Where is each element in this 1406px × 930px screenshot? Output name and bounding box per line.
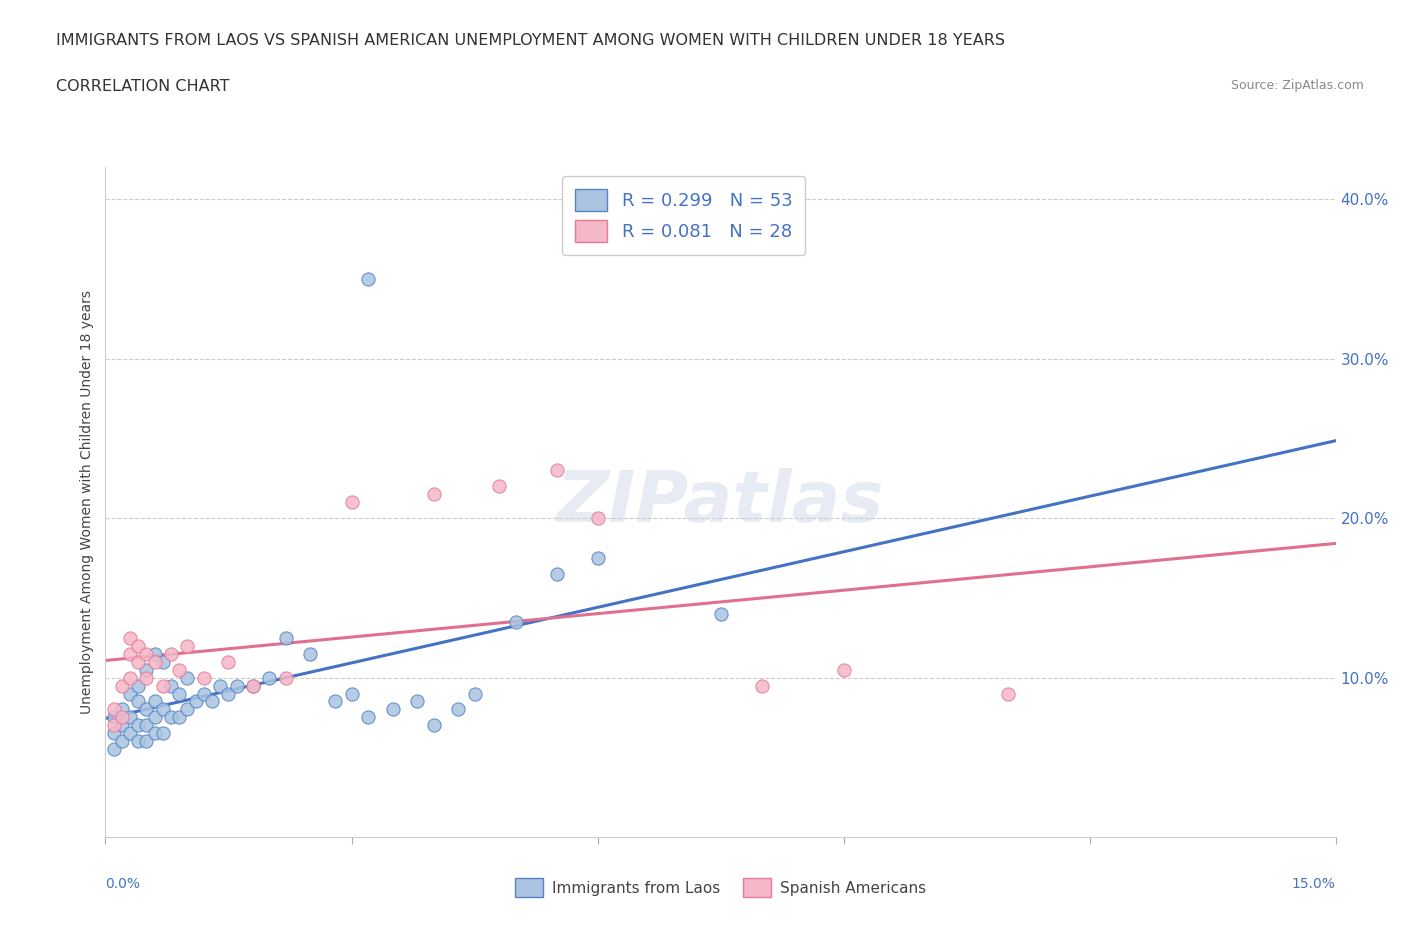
Y-axis label: Unemployment Among Women with Children Under 18 years: Unemployment Among Women with Children U…: [80, 290, 94, 714]
Point: [143, 710, 166, 724]
Point: [169, 662, 191, 677]
Point: [422, 486, 444, 501]
Text: 0.0%: 0.0%: [105, 877, 141, 891]
Point: [357, 710, 380, 724]
Point: [160, 710, 183, 724]
Point: [111, 734, 134, 749]
Point: [152, 726, 174, 741]
Point: [127, 734, 149, 749]
Point: [135, 734, 157, 749]
Point: [152, 654, 174, 669]
Point: [274, 631, 297, 645]
Text: CORRELATION CHART: CORRELATION CHART: [56, 79, 229, 94]
Point: [103, 718, 125, 733]
Point: [546, 566, 568, 581]
Point: [447, 702, 470, 717]
Point: [120, 646, 141, 661]
Point: [135, 702, 157, 717]
Legend: Immigrants from Laos, Spanish Americans: Immigrants from Laos, Spanish Americans: [509, 872, 932, 903]
Point: [160, 678, 183, 693]
Point: [103, 726, 125, 741]
Point: [160, 646, 183, 661]
Point: [143, 654, 166, 669]
Point: [103, 742, 125, 757]
Point: [225, 678, 247, 693]
Point: [111, 710, 134, 724]
Point: [406, 694, 429, 709]
Point: [340, 495, 363, 510]
Point: [381, 702, 404, 717]
Point: [218, 686, 240, 701]
Text: 15.0%: 15.0%: [1292, 877, 1336, 891]
Point: [242, 678, 264, 693]
Point: [120, 631, 141, 645]
Point: [218, 654, 240, 669]
Point: [127, 694, 149, 709]
Point: [357, 272, 380, 286]
Point: [464, 686, 486, 701]
Point: [176, 702, 198, 717]
Point: [111, 702, 134, 717]
Point: [143, 726, 166, 741]
Point: [111, 678, 134, 693]
Point: [193, 671, 215, 685]
Point: [176, 638, 198, 653]
Point: [120, 671, 141, 685]
Point: [135, 671, 157, 685]
Point: [710, 606, 733, 621]
Text: IMMIGRANTS FROM LAOS VS SPANISH AMERICAN UNEMPLOYMENT AMONG WOMEN WITH CHILDREN : IMMIGRANTS FROM LAOS VS SPANISH AMERICAN…: [56, 33, 1005, 47]
Text: ZIPatlas: ZIPatlas: [557, 468, 884, 537]
Point: [193, 686, 215, 701]
Point: [169, 710, 191, 724]
Point: [340, 686, 363, 701]
Point: [997, 686, 1019, 701]
Point: [586, 551, 609, 565]
Point: [299, 646, 322, 661]
Point: [111, 718, 134, 733]
Point: [488, 479, 510, 494]
Point: [832, 662, 855, 677]
Point: [127, 678, 149, 693]
Point: [586, 511, 609, 525]
Point: [169, 686, 191, 701]
Point: [176, 671, 198, 685]
Point: [135, 718, 157, 733]
Point: [127, 654, 149, 669]
Text: Source: ZipAtlas.com: Source: ZipAtlas.com: [1230, 79, 1364, 92]
Point: [422, 718, 444, 733]
Point: [143, 646, 166, 661]
Point: [546, 463, 568, 478]
Point: [505, 615, 527, 630]
Point: [120, 686, 141, 701]
Point: [201, 694, 224, 709]
Point: [152, 678, 174, 693]
Point: [127, 718, 149, 733]
Point: [143, 694, 166, 709]
Point: [120, 726, 141, 741]
Point: [103, 702, 125, 717]
Point: [242, 678, 264, 693]
Point: [751, 678, 773, 693]
Point: [184, 694, 207, 709]
Point: [103, 710, 125, 724]
Point: [152, 702, 174, 717]
Point: [127, 638, 149, 653]
Point: [120, 710, 141, 724]
Point: [135, 662, 157, 677]
Point: [209, 678, 232, 693]
Point: [135, 646, 157, 661]
Point: [323, 694, 346, 709]
Point: [274, 671, 297, 685]
Point: [259, 671, 281, 685]
